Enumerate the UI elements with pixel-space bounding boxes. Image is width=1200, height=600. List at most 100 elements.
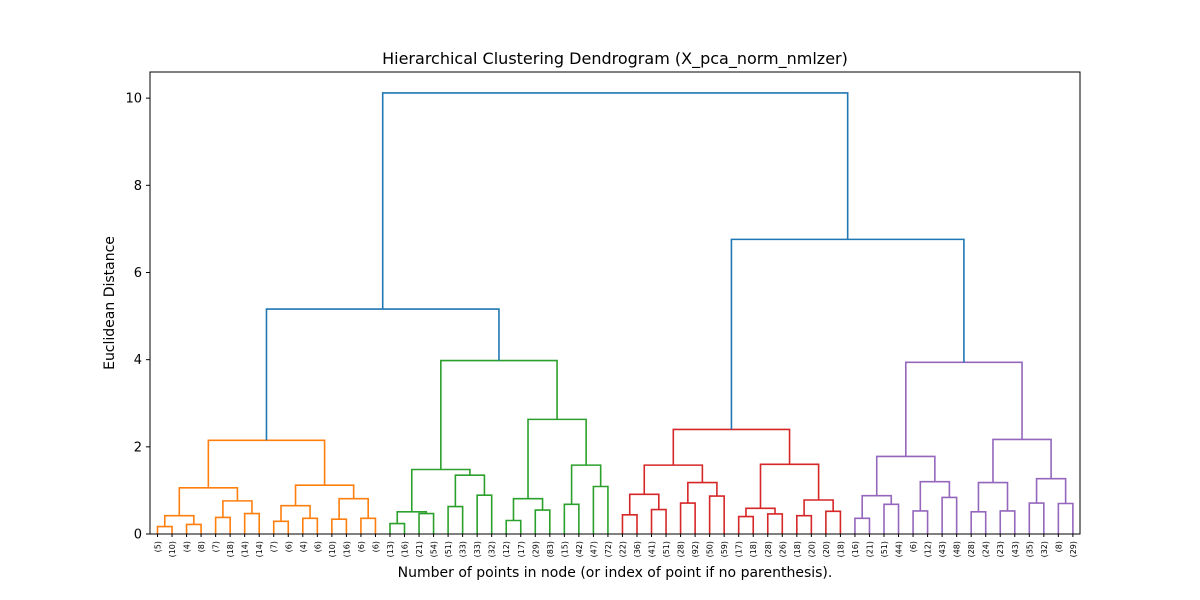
leaf-label: (72) <box>604 541 613 557</box>
merge-link-58 <box>1035 477 1067 504</box>
merge-link-6 <box>178 487 239 516</box>
leaf-label: (28) <box>677 541 686 557</box>
leaf-label: (13) <box>386 541 395 557</box>
y-tick-label: 2 <box>134 440 142 455</box>
leaf-label: (36) <box>633 541 642 557</box>
merge-link-17 <box>396 510 428 524</box>
merge-link-4 <box>243 512 261 534</box>
leaf-label: (12) <box>502 541 511 557</box>
merge-link-53 <box>970 510 987 534</box>
merge-link-39 <box>766 513 784 534</box>
merge-link-18 <box>447 505 464 534</box>
leaf-label: (21) <box>865 541 874 557</box>
leaf-label: (33) <box>459 541 468 557</box>
merge-link-12 <box>338 497 369 520</box>
leaf-label: (6) <box>357 541 366 552</box>
merge-link-36 <box>687 481 718 504</box>
merge-link-32 <box>650 508 667 534</box>
leaf-label: (29) <box>531 541 540 557</box>
leaf-label: (18) <box>836 541 845 557</box>
leaf-label: (59) <box>720 541 729 557</box>
leaf-label: (35) <box>1025 541 1034 557</box>
merge-link-23 <box>534 509 551 534</box>
merge-link-29 <box>440 359 558 470</box>
leaf-label: (42) <box>575 541 584 557</box>
leaf-label: (92) <box>691 541 700 557</box>
leaf-label: (43) <box>1011 541 1020 557</box>
merge-link-37 <box>643 464 704 495</box>
leaf-label: (21) <box>415 541 424 557</box>
merge-link-19 <box>476 494 493 534</box>
leaf-label: (12) <box>924 541 933 557</box>
leaf-label: (4) <box>299 541 308 552</box>
merge-link-57 <box>1057 502 1074 534</box>
leaf-label: (51) <box>880 541 889 557</box>
merge-link-54 <box>999 510 1016 534</box>
merge-link-62 <box>381 92 849 310</box>
leaf-label: (43) <box>938 541 947 557</box>
merge-link-38 <box>737 515 755 534</box>
leaf-label: (51) <box>662 541 671 557</box>
y-tick-label: 8 <box>134 179 142 194</box>
merge-link-35 <box>708 495 725 534</box>
merge-link-15 <box>389 522 406 534</box>
leaf-label: (16) <box>342 541 351 557</box>
leaf-label: (48) <box>953 541 962 557</box>
merge-link-61 <box>730 238 965 430</box>
leaf-label: (54) <box>430 541 439 557</box>
leaf-label: (83) <box>546 541 555 557</box>
merge-link-28 <box>527 418 587 499</box>
merge-link-44 <box>759 463 820 509</box>
merge-link-33 <box>628 493 660 515</box>
merge-link-13 <box>294 484 355 506</box>
leaf-label: (10) <box>168 541 177 557</box>
leaf-label: (6) <box>284 541 293 552</box>
leaf-label: (32) <box>488 541 497 557</box>
y-tick-label: 6 <box>134 266 142 281</box>
leaf-label: (8) <box>1054 541 1063 552</box>
leaf-label: (16) <box>851 541 860 557</box>
merge-link-0 <box>156 525 173 534</box>
merge-link-49 <box>912 510 929 534</box>
x-axis-label: Number of points in node (or index of po… <box>398 565 833 581</box>
merge-link-52 <box>875 455 936 496</box>
leaf-label: (7) <box>270 541 279 552</box>
merge-link-30 <box>265 308 500 441</box>
merge-link-50 <box>941 496 958 534</box>
merge-link-10 <box>331 518 348 534</box>
leaf-label: (6) <box>371 541 380 552</box>
y-axis-label: Euclidean Distance <box>102 236 118 370</box>
leaf-label: (47) <box>589 541 598 557</box>
merge-link-56 <box>1028 502 1045 534</box>
leaf-label: (8) <box>197 541 206 552</box>
leaf-label: (18) <box>226 541 235 557</box>
merge-link-11 <box>360 517 377 534</box>
merge-link-22 <box>505 519 522 534</box>
leaf-label: (22) <box>618 541 627 557</box>
leaf-label: (7) <box>212 541 221 552</box>
leaf-label: (5) <box>154 541 163 552</box>
merge-link-8 <box>302 517 319 534</box>
leaf-label: (41) <box>648 541 657 557</box>
merge-link-43 <box>803 499 834 516</box>
leaf-label: (20) <box>822 541 831 557</box>
leaf-label: (4) <box>183 541 192 552</box>
merge-link-40 <box>745 507 776 517</box>
merge-link-27 <box>570 464 602 505</box>
leaf-label: (28) <box>967 541 976 557</box>
leaf-label: (20) <box>807 541 816 557</box>
merge-link-3 <box>214 516 231 534</box>
merge-link-1 <box>185 523 202 534</box>
leaf-label: (44) <box>895 541 904 557</box>
leaf-label: (14) <box>241 541 250 557</box>
leaf-label: (29) <box>1069 541 1078 557</box>
leaf-label: (26) <box>778 541 787 557</box>
merge-link-46 <box>854 517 871 534</box>
plot-frame <box>149 71 1081 535</box>
leaf-label: (17) <box>735 541 744 557</box>
merge-link-25 <box>563 503 580 534</box>
leaf-label: (15) <box>560 541 569 557</box>
y-tick-label: 10 <box>125 92 142 107</box>
leaf-label: (10) <box>328 541 337 557</box>
leaf-label: (50) <box>706 541 715 557</box>
